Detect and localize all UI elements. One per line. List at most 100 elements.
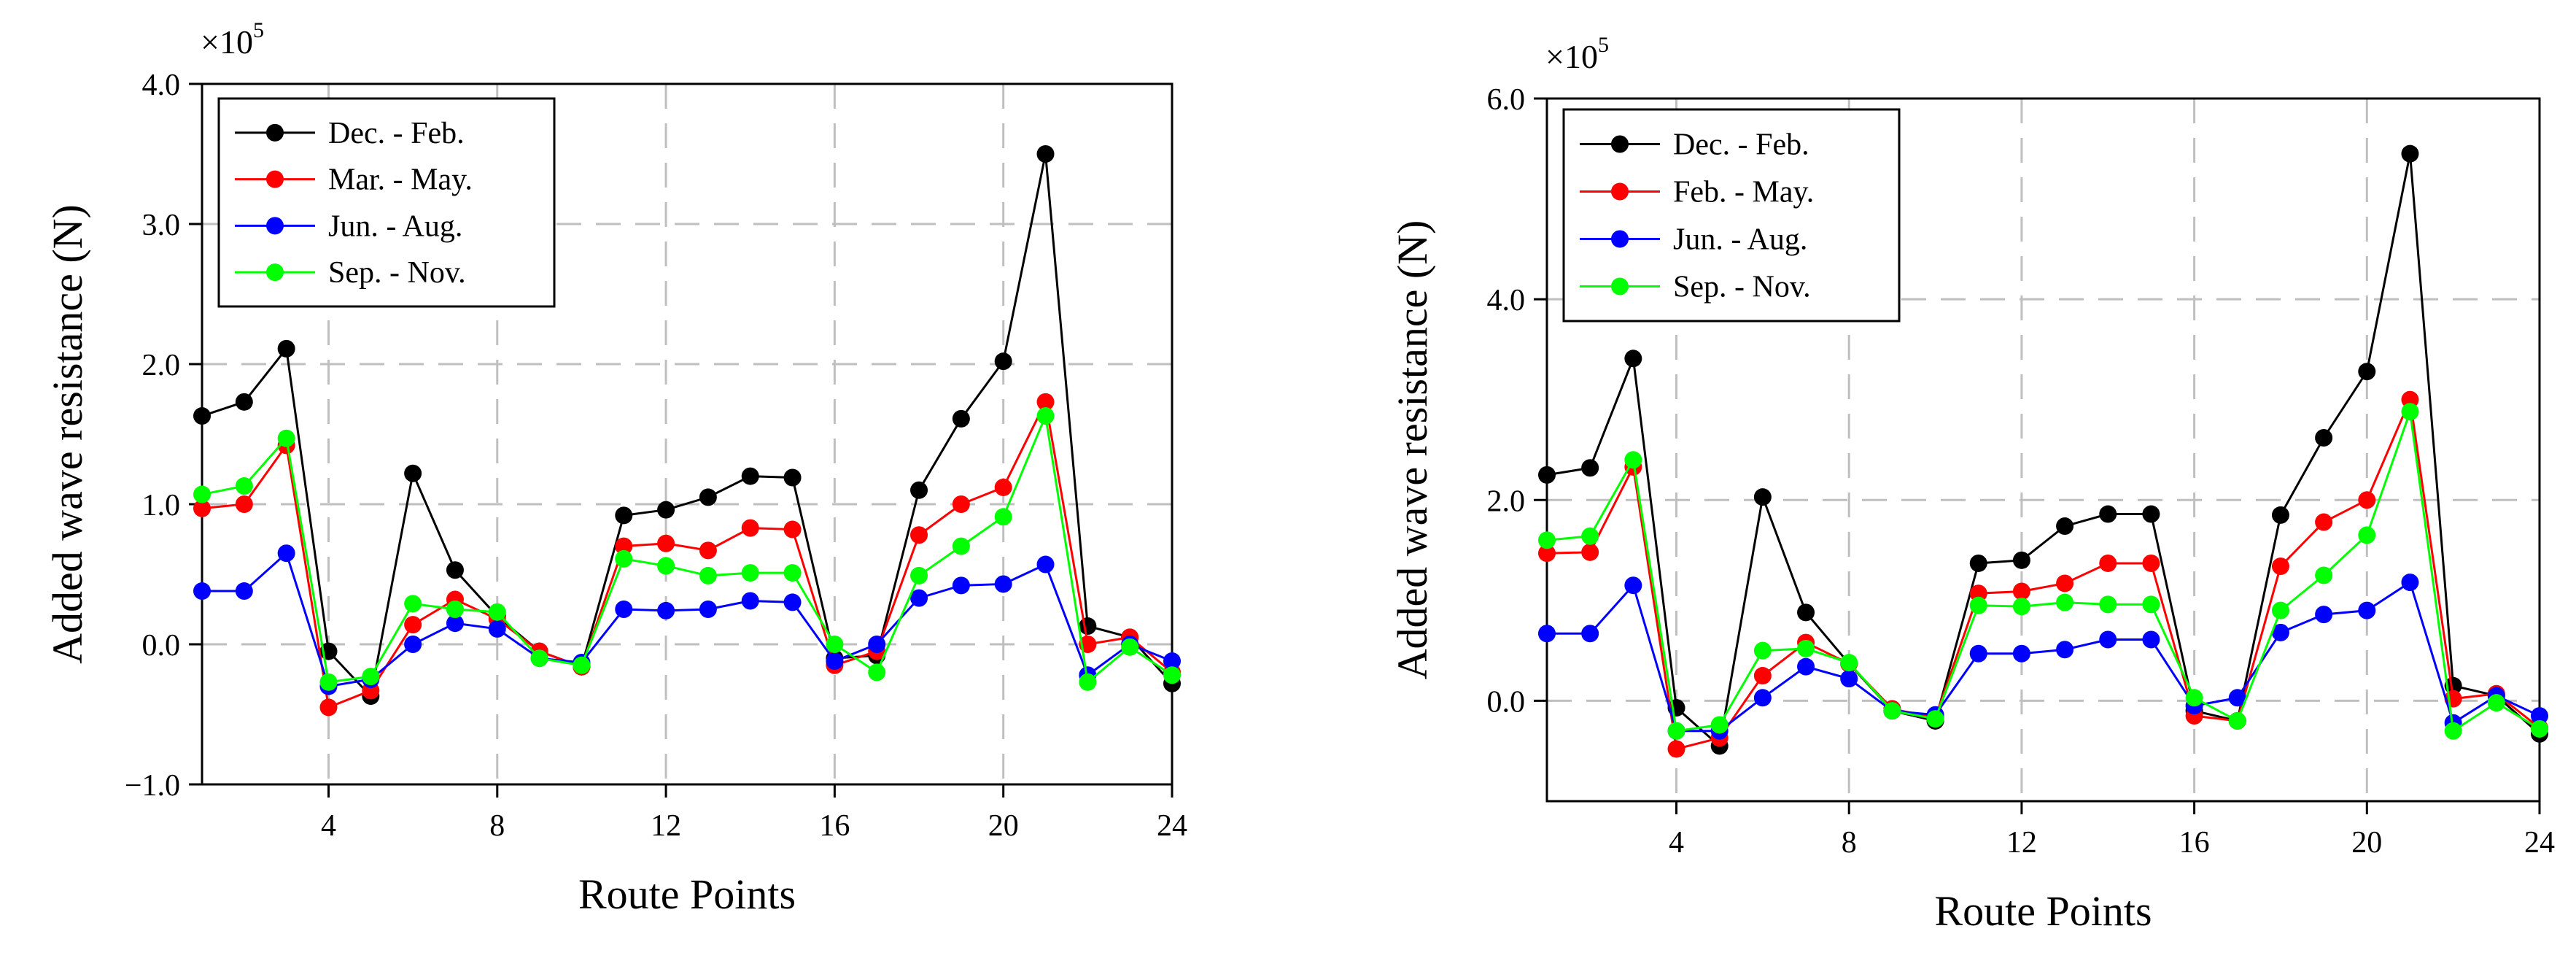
chart1-series-0-point-19 bbox=[952, 409, 970, 428]
chart1-series-1-point-4 bbox=[319, 698, 338, 717]
chart2-series-3-point-19 bbox=[2315, 566, 2333, 584]
chart2-series-2-point-20 bbox=[2358, 601, 2376, 619]
chart1-legend-item-2: Jun. - Aug. bbox=[235, 209, 462, 243]
chart2-series-0-point-2 bbox=[1581, 459, 1599, 477]
chart1-xtick-label-8: 8 bbox=[489, 809, 505, 843]
chart2-series-2-point-14 bbox=[2099, 630, 2117, 649]
chart2-series-0-point-13 bbox=[2056, 517, 2074, 536]
chart1-legend-label-1: Mar. - May. bbox=[328, 163, 473, 197]
chart2-series-0-point-15 bbox=[2142, 505, 2160, 523]
chart2-series-1 bbox=[1538, 390, 2548, 758]
chart1-series-3-point-21 bbox=[1036, 407, 1055, 425]
chart2-series-3-point-22 bbox=[2444, 722, 2462, 740]
chart1-series-1-point-11 bbox=[615, 537, 633, 555]
chart1-plot-frame bbox=[201, 82, 1173, 786]
chart1-series-1-point-6 bbox=[404, 616, 422, 634]
chart2-series-1-point-1 bbox=[1538, 544, 1556, 563]
chart2-series-2-point-19 bbox=[2315, 606, 2333, 624]
chart1-series-3-point-23 bbox=[1121, 638, 1139, 656]
chart2-series-2-point-15 bbox=[2142, 630, 2160, 649]
chart-right: 4 8 12 16 20 24 0.0 2.0 4.0 6.0 ×105 Route Points Ad… bbox=[1389, 33, 2555, 935]
chart1-series-3-point-18 bbox=[910, 566, 928, 584]
chart1-series-2 bbox=[193, 544, 1181, 695]
chart1-series-2-point-21 bbox=[1036, 555, 1055, 574]
chart1-series-3-point-20 bbox=[994, 508, 1012, 526]
chart1-series-0-point-3 bbox=[277, 339, 295, 358]
chart1-series-1 bbox=[193, 393, 1181, 717]
chart1-series-0-point-21 bbox=[1036, 145, 1055, 163]
chart1-series-0-point-13 bbox=[699, 488, 717, 506]
chart1-series-2-point-7 bbox=[446, 614, 464, 633]
chart2-series-1-point-11 bbox=[1969, 584, 1987, 603]
chart1-ytick-label-0: −1.0 bbox=[125, 769, 180, 803]
chart1-series-3-point-12 bbox=[657, 557, 675, 575]
chart1-series-0-point-7 bbox=[446, 561, 464, 579]
chart1-series-1-point-2 bbox=[235, 495, 253, 513]
chart1-series-3-point-1 bbox=[193, 485, 211, 503]
chart2-xtick-label-12: 12 bbox=[2006, 826, 2037, 860]
chart2-series-2-point-21 bbox=[2401, 574, 2419, 592]
chart1-series-2-point-1 bbox=[193, 582, 211, 601]
chart2-series-2-point-6 bbox=[1753, 689, 1772, 707]
chart2-series-0-point-1 bbox=[1538, 466, 1556, 484]
chart2-legend-label-0: Dec. - Feb. bbox=[1673, 128, 1809, 162]
chart1-series-0-point-15 bbox=[783, 468, 802, 487]
chart1-series-0-point-18 bbox=[910, 481, 928, 499]
chart2-legend-label-3: Sep. - Nov. bbox=[1673, 271, 1811, 304]
chart1-series-2-point-6 bbox=[404, 636, 422, 653]
chart1-series-2-point-13 bbox=[699, 601, 717, 618]
chart1-series-3-point-11 bbox=[615, 549, 633, 568]
chart1-series-3 bbox=[193, 407, 1181, 691]
chart2-series-2-point-18 bbox=[2271, 623, 2289, 641]
chart1-ytick-label-4: 3.0 bbox=[142, 209, 181, 242]
chart2-series-1-point-20 bbox=[2358, 491, 2376, 509]
chart1-series-3-point-9 bbox=[530, 649, 548, 668]
chart1-series-0-point-6 bbox=[404, 464, 422, 482]
chart2-series-0-point-11 bbox=[1969, 554, 1987, 572]
chart2-series-2-point-8 bbox=[1840, 670, 1858, 688]
chart1-series-2-line bbox=[202, 551, 1173, 688]
chart2-legend-swatch-marker-0 bbox=[1611, 135, 1629, 153]
chart2-axis-multiplier: ×105 bbox=[1545, 33, 1609, 75]
chart1-series-3-point-6 bbox=[404, 595, 422, 613]
chart2-xtick-label-4: 4 bbox=[1669, 826, 1684, 860]
chart1-axis-multiplier: ×105 bbox=[201, 18, 264, 61]
chart-left: 4 8 12 16 20 24 −1.0 0.0 1.0 2.0 3.0 4.0 ×105 Route P… bbox=[44, 18, 1187, 918]
chart1-series-3-point-16 bbox=[826, 636, 844, 653]
chart1-legend-label-3: Sep. - Nov. bbox=[328, 256, 466, 290]
chart1-series-1-point-19 bbox=[952, 495, 970, 513]
chart1-xtick-label-20: 20 bbox=[988, 809, 1019, 843]
chart1-ytick-label-2: 1.0 bbox=[142, 489, 181, 522]
chart1-series-0-point-14 bbox=[741, 467, 759, 485]
chart2-xtick-label-20: 20 bbox=[2351, 826, 2382, 860]
chart2-series-1-point-21 bbox=[2401, 390, 2419, 409]
chart1-series-1-point-14 bbox=[741, 519, 759, 537]
chart2-xtick-label-16: 16 bbox=[2179, 826, 2210, 860]
chart1-series-3-point-8 bbox=[488, 603, 506, 621]
chart1-legend-swatch-marker-2 bbox=[266, 217, 284, 235]
chart1-series-2-point-3 bbox=[277, 544, 295, 563]
chart1-series-3-point-7 bbox=[446, 601, 464, 618]
chart2-legend-item-3: Sep. - Nov. bbox=[1580, 271, 1811, 304]
chart1-series-1-point-13 bbox=[699, 541, 717, 560]
chart2-series-0-point-12 bbox=[2012, 551, 2030, 569]
chart2-series-0-point-22 bbox=[2444, 676, 2462, 695]
chart1-series-2-point-8 bbox=[488, 619, 506, 638]
chart1-series-1-point-15 bbox=[783, 520, 802, 538]
chart1-series-2-point-2 bbox=[235, 582, 253, 601]
chart1-series-1-point-12 bbox=[657, 534, 675, 552]
chart2-series-3-point-15 bbox=[2142, 595, 2160, 614]
chart1-legend-swatch-marker-0 bbox=[266, 123, 284, 142]
chart2-series-1-point-13 bbox=[2056, 574, 2074, 592]
chart1-legend-item-3: Sep. - Nov. bbox=[235, 256, 466, 290]
chart1-series-0-point-2 bbox=[235, 393, 253, 411]
chart2-series-3-point-24 bbox=[2531, 719, 2548, 738]
chart2-series-0-point-3 bbox=[1624, 350, 1642, 368]
chart1-series-3-point-24 bbox=[1163, 666, 1181, 684]
chart2-series-2 bbox=[1538, 574, 2548, 740]
chart1-y-axis-label: Added wave resistance (N) bbox=[44, 204, 91, 664]
chart1-series-3-line bbox=[201, 412, 1173, 684]
chart1-series-0-point-20 bbox=[994, 352, 1012, 371]
chart2-series-1-point-19 bbox=[2315, 513, 2333, 531]
chart1-ytick-label-5: 4.0 bbox=[142, 69, 181, 102]
